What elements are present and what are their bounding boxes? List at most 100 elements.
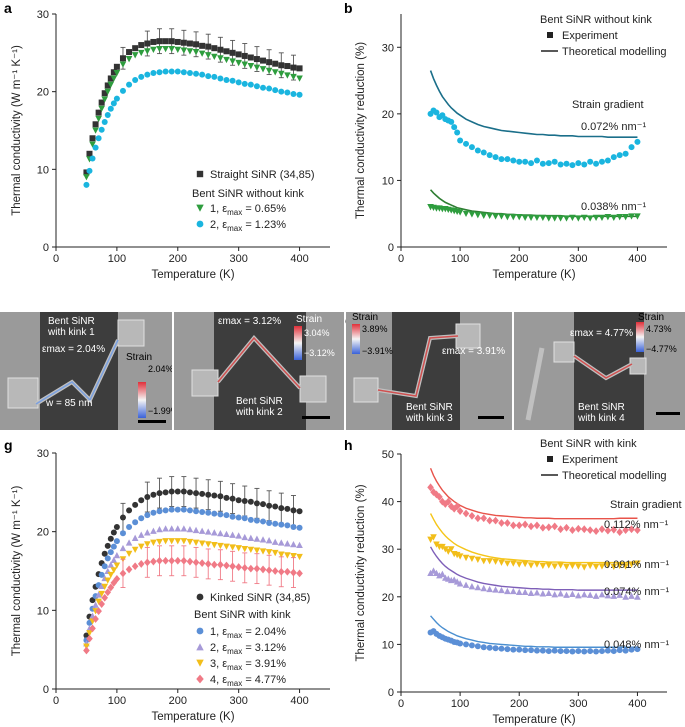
data-point (193, 70, 200, 77)
data-point (113, 562, 121, 569)
data-point (622, 150, 629, 157)
data-point (454, 129, 461, 136)
data-point (580, 564, 588, 571)
data-point (563, 523, 570, 532)
data-point (253, 564, 261, 573)
data-point (593, 648, 600, 655)
data-point (563, 563, 570, 571)
data-point (241, 545, 249, 553)
data-point (430, 567, 437, 574)
data-point (498, 559, 505, 566)
data-point (265, 549, 273, 556)
data-point (598, 158, 605, 165)
data-point (592, 563, 600, 571)
y-tick-label: 10 (37, 605, 49, 617)
data-point (174, 46, 182, 54)
data-point (229, 77, 236, 84)
data-point (271, 567, 279, 575)
data-point (168, 45, 175, 53)
data-point (277, 567, 285, 576)
data-point (616, 562, 624, 570)
data-point (192, 526, 200, 534)
data-point (174, 38, 181, 45)
data-point (223, 77, 230, 84)
data-point (89, 135, 96, 142)
data-point (580, 525, 588, 534)
data-point (474, 147, 481, 154)
data-point (510, 521, 517, 530)
data-point (104, 88, 112, 95)
data-point (545, 648, 552, 655)
data-point (186, 538, 194, 546)
data-point (498, 519, 505, 527)
data-point (104, 82, 111, 89)
data-point (290, 64, 297, 71)
sem-e-art (346, 312, 512, 430)
data-point (587, 158, 594, 165)
data-point (110, 75, 118, 82)
data-point (284, 505, 291, 512)
data-point (442, 546, 449, 553)
data-point (296, 553, 303, 561)
data-point (138, 497, 145, 504)
data-point (98, 582, 105, 589)
data-point (107, 105, 114, 112)
data-point (144, 48, 151, 55)
data-point (217, 493, 224, 500)
data-point (551, 647, 558, 654)
data-point (113, 95, 120, 102)
x-tick-label: 400 (290, 253, 308, 265)
data-point (119, 530, 126, 537)
data-point (521, 588, 529, 596)
data-point (266, 85, 273, 92)
sem-c-strain: Strain (126, 352, 153, 363)
data-point (126, 523, 133, 530)
data-point (533, 561, 541, 568)
data-point (587, 648, 594, 655)
sem-image-e: Strain 3.89% −3.91% εmax = 3.91% Bent Si… (346, 312, 512, 430)
data-point (586, 526, 594, 535)
legend-label: 1, εmax = 0.65% (210, 203, 286, 217)
data-point (253, 547, 261, 554)
data-point (156, 490, 163, 497)
data-point (144, 71, 151, 78)
data-point (290, 540, 297, 548)
data-point (616, 528, 624, 536)
data-point (453, 502, 461, 511)
data-point (522, 158, 529, 165)
data-point (468, 144, 475, 151)
data-point (468, 211, 476, 218)
data-point (296, 541, 303, 549)
data-point (138, 515, 145, 522)
strain-gradient-title: Strain gradient (572, 99, 644, 111)
sem-c-emax: εmax = 2.04% (42, 344, 106, 355)
data-point (150, 70, 157, 77)
data-point (533, 589, 541, 596)
data-point (433, 109, 440, 116)
data-point (229, 513, 236, 520)
data-point (278, 62, 285, 69)
data-point (253, 500, 260, 507)
data-point (168, 506, 175, 513)
y-tick-label: 20 (37, 87, 49, 99)
data-point (266, 520, 273, 527)
data-point (551, 215, 558, 222)
data-point (223, 494, 230, 501)
sem-e-emax: εmax = 3.91% (442, 346, 506, 357)
data-point (162, 489, 169, 496)
data-point (199, 509, 206, 515)
data-point (247, 498, 254, 505)
data-point (92, 601, 99, 608)
data-point (186, 557, 194, 566)
data-point (168, 488, 175, 495)
data-point (199, 71, 206, 78)
data-point (204, 52, 212, 59)
data-point (89, 141, 96, 148)
data-point (598, 591, 606, 598)
legend-label: 2, εmax = 1.23% (210, 219, 286, 233)
data-point (492, 213, 499, 220)
data-point (98, 571, 105, 578)
data-point (241, 515, 248, 522)
data-point (610, 592, 618, 599)
y-tick-label: 10 (382, 175, 394, 187)
